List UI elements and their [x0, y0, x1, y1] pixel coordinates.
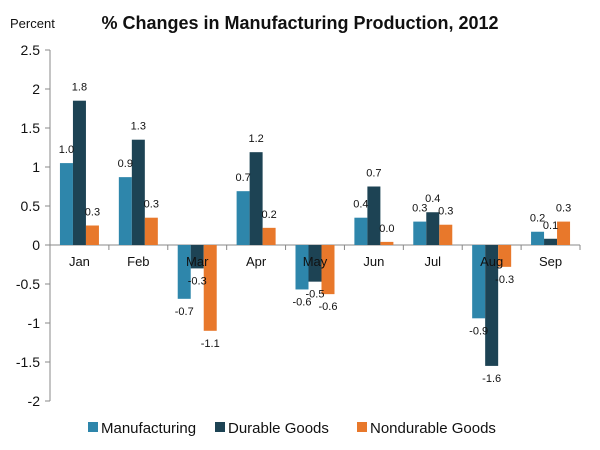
legend-label: Durable Goods [228, 420, 329, 437]
category-label: Jul [424, 254, 441, 269]
data-label: 0.3 [144, 199, 159, 211]
bar [262, 227, 276, 245]
y-tick-label: -1 [28, 315, 41, 331]
legend-swatch [88, 422, 98, 432]
bar [118, 177, 132, 245]
data-label: -0.5 [306, 289, 325, 301]
legend: Manufacturing Durable Goods Nondurable Goo… [88, 420, 496, 437]
bar [72, 100, 86, 245]
legend-label: Manufacturing [101, 420, 196, 437]
bar [177, 245, 191, 299]
category-label: Mar [186, 254, 209, 269]
y-tick-label: 2 [32, 81, 40, 97]
data-label: 0.7 [235, 172, 250, 184]
legend-swatch [215, 422, 225, 432]
data-label: -0.6 [293, 296, 312, 308]
data-label: 0.3 [438, 206, 453, 218]
data-labels: 1.0 1.8 0.3 0.9 1.3 0.3 -0.7 -0.3 -1.1 0.7 1.2 0.2 -… [59, 82, 571, 385]
data-label: -0.3 [188, 275, 207, 287]
data-label: 0.2 [530, 213, 545, 225]
chart-title: % Changes in Manufacturing Production, 2… [101, 13, 498, 33]
data-label: 1.2 [248, 133, 263, 145]
y-tick-label: -0.5 [16, 276, 40, 292]
y-tick-label: 0 [32, 237, 40, 253]
data-label: -1.6 [482, 373, 501, 385]
category-label: Feb [127, 254, 149, 269]
bar [203, 245, 217, 331]
y-tick-label: 0.5 [21, 198, 41, 214]
data-label: -1.1 [201, 338, 220, 350]
data-label: 0.1 [543, 220, 558, 232]
category-label: Jan [69, 254, 90, 269]
data-label: 0.3 [85, 207, 100, 219]
bar [367, 186, 381, 245]
y-tick-label: 1.5 [21, 120, 41, 136]
data-label: 0.3 [412, 203, 427, 215]
category-labels: Jan Feb Mar Apr May Jun Jul Aug Sep [69, 254, 562, 269]
data-label: 0.9 [118, 158, 133, 170]
bar [413, 221, 427, 245]
data-label: 0.7 [366, 168, 381, 180]
data-label: 1.0 [59, 144, 74, 156]
bar [249, 152, 263, 245]
bar [544, 238, 558, 245]
y-axis-label: Percent [10, 16, 55, 31]
y-tick-label: 1 [32, 159, 40, 175]
data-label: 1.8 [72, 82, 87, 94]
bar [531, 231, 545, 245]
data-label: -0.9 [469, 325, 488, 337]
bar [308, 245, 322, 282]
bar [321, 245, 335, 295]
data-label: 1.3 [131, 121, 146, 133]
bar [472, 245, 486, 319]
category-label: Aug [480, 254, 503, 269]
y-tick-label: 2.5 [21, 42, 41, 58]
legend-swatch [357, 422, 367, 432]
y-tick-label: -2 [28, 393, 41, 409]
bar [498, 245, 512, 267]
data-label: 0.2 [261, 209, 276, 221]
data-label: 0.3 [556, 203, 571, 215]
bar [144, 217, 158, 245]
bar [380, 241, 394, 245]
bar [85, 225, 99, 245]
bar [485, 245, 499, 366]
bar [426, 212, 440, 245]
data-label: 0.4 [425, 193, 440, 205]
bar [59, 163, 73, 245]
bar [557, 221, 571, 245]
data-label: -0.3 [495, 274, 514, 286]
y-tick-label: -1.5 [16, 354, 40, 370]
bar [295, 245, 309, 290]
legend-label: Nondurable Goods [370, 420, 496, 437]
bar [131, 139, 145, 245]
data-label: 0.4 [353, 199, 368, 211]
data-label: -0.7 [175, 306, 194, 318]
bar [439, 224, 453, 245]
category-label: Jun [363, 254, 384, 269]
bars [59, 100, 571, 366]
category-label: May [303, 254, 328, 269]
bar [190, 245, 204, 269]
bar [236, 191, 250, 245]
data-label: 0.0 [379, 223, 394, 235]
data-label: -0.6 [319, 301, 338, 313]
category-label: Apr [246, 254, 267, 269]
category-label: Sep [539, 254, 562, 269]
bar [354, 217, 368, 245]
